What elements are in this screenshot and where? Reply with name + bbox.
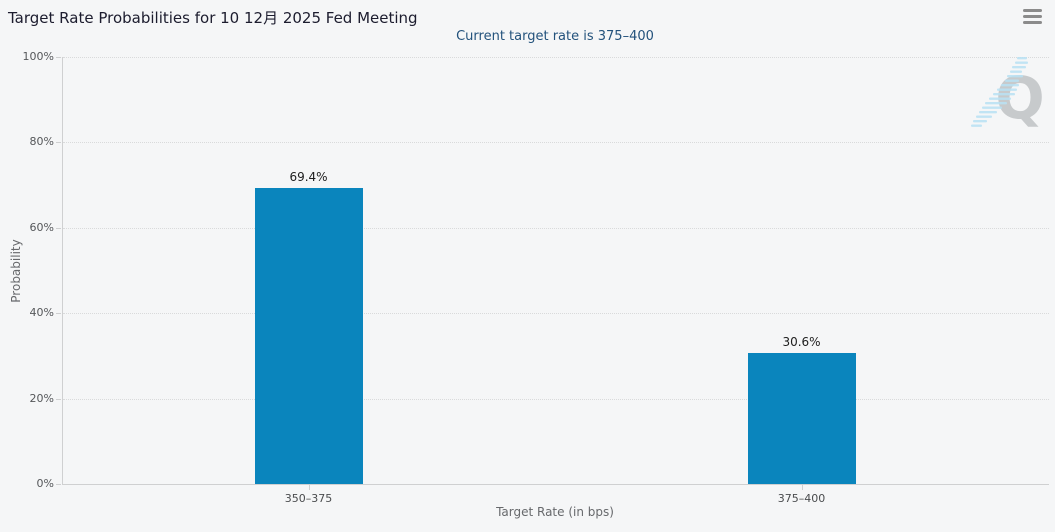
probability-bar[interactable]: [254, 187, 363, 484]
y-tick-mark: [56, 484, 61, 485]
y-tick-label: 0%: [36, 477, 54, 490]
bar-value-label: 30.6%: [782, 335, 821, 350]
x-tick-mark: [308, 485, 310, 490]
x-category-label: 350–375: [284, 492, 333, 505]
y-tick-label: 100%: [22, 50, 54, 63]
y-tick-label: 20%: [29, 391, 54, 405]
hamburger-bar: [1023, 9, 1042, 12]
y-tick-mark: [56, 57, 61, 58]
y-tick-mark: [56, 142, 61, 144]
plot-area: [62, 57, 1049, 485]
x-axis-title: Target Rate (in bps): [496, 505, 614, 519]
y-tick-label: 60%: [29, 220, 54, 234]
y-tick-mark: [56, 227, 61, 229]
x-tick-mark: [801, 485, 803, 490]
hamburger-bar: [1023, 15, 1042, 18]
y-tick-label: 40%: [29, 306, 54, 320]
hamburger-bar: [1023, 21, 1042, 24]
y-gridline: [63, 313, 1049, 315]
y-axis-title: Probability: [9, 239, 23, 303]
hamburger-menu-icon[interactable]: [1023, 9, 1042, 24]
y-gridline: [63, 227, 1049, 229]
y-gridline: [63, 142, 1049, 144]
chart-title: Target Rate Probabilities for 10 12月 202…: [8, 9, 418, 27]
bar-value-label: 69.4%: [289, 169, 328, 184]
y-gridline: [63, 57, 1049, 58]
y-gridline: [63, 398, 1049, 400]
x-category-label: 375–400: [777, 492, 826, 505]
chart-subtitle: Current target rate is 375–400: [456, 29, 654, 44]
probability-bar[interactable]: [747, 353, 856, 484]
y-tick-mark: [56, 398, 61, 400]
y-tick-mark: [56, 313, 61, 315]
y-tick-label: 80%: [29, 135, 54, 149]
